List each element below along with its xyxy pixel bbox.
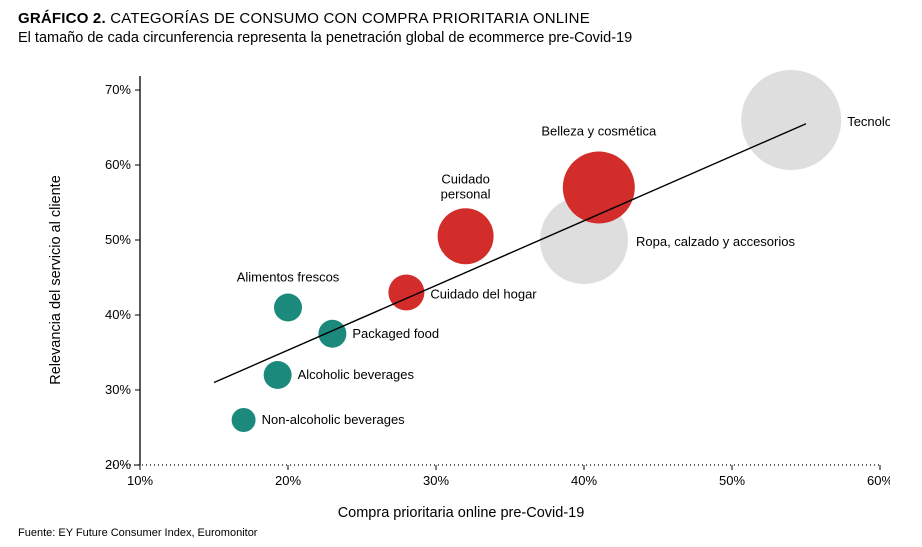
bubble-label: Belleza y cosmética — [541, 124, 657, 139]
bubble-chart: 20%30%40%50%60%70%10%20%30%40%50%60%Non-… — [100, 70, 890, 490]
bubble — [274, 294, 302, 322]
bubble-label: personal — [441, 186, 491, 201]
y-tick-label: 60% — [105, 157, 131, 172]
x-tick-label: 40% — [571, 473, 597, 488]
bubble — [264, 361, 292, 389]
x-tick-label: 60% — [867, 473, 890, 488]
y-tick-label: 20% — [105, 457, 131, 472]
x-tick-label: 20% — [275, 473, 301, 488]
bubble-label: Tecnología — [847, 114, 890, 129]
title-prefix: GRÁFICO 2. — [18, 10, 106, 27]
x-tick-label: 50% — [719, 473, 745, 488]
bubble-label: Ropa, calzado y accesorios — [636, 234, 795, 249]
y-tick-label: 70% — [105, 82, 131, 97]
bubble-label: Non-alcoholic beverages — [262, 412, 406, 427]
bubble-label: Alimentos frescos — [237, 270, 340, 285]
bubble — [232, 408, 256, 432]
trend-line — [214, 124, 806, 383]
bubble-label: Alcoholic beverages — [298, 367, 415, 382]
bubble — [318, 320, 346, 348]
y-axis-label: Relevancia del servicio al cliente — [48, 175, 64, 385]
x-tick-label: 30% — [423, 473, 449, 488]
y-tick-label: 30% — [105, 382, 131, 397]
bubble-label: Cuidado — [441, 171, 489, 186]
x-axis-label: Compra prioritaria online pre-Covid-19 — [0, 505, 922, 521]
title-rest: CATEGORÍAS DE CONSUMO CON COMPRA PRIORIT… — [106, 10, 590, 27]
bubble — [438, 208, 494, 264]
bubble-label: Cuidado del hogar — [430, 287, 537, 302]
bubble — [741, 70, 841, 170]
y-tick-label: 40% — [105, 307, 131, 322]
bubble — [563, 152, 635, 224]
chart-subtitle: El tamaño de cada circunferencia represe… — [18, 30, 632, 46]
y-tick-label: 50% — [105, 232, 131, 247]
chart-source: Fuente: EY Future Consumer Index, Euromo… — [18, 527, 257, 539]
x-tick-label: 10% — [127, 473, 153, 488]
chart-title: GRÁFICO 2. CATEGORÍAS DE CONSUMO CON COM… — [18, 10, 590, 27]
bubble-label: Packaged food — [352, 326, 439, 341]
